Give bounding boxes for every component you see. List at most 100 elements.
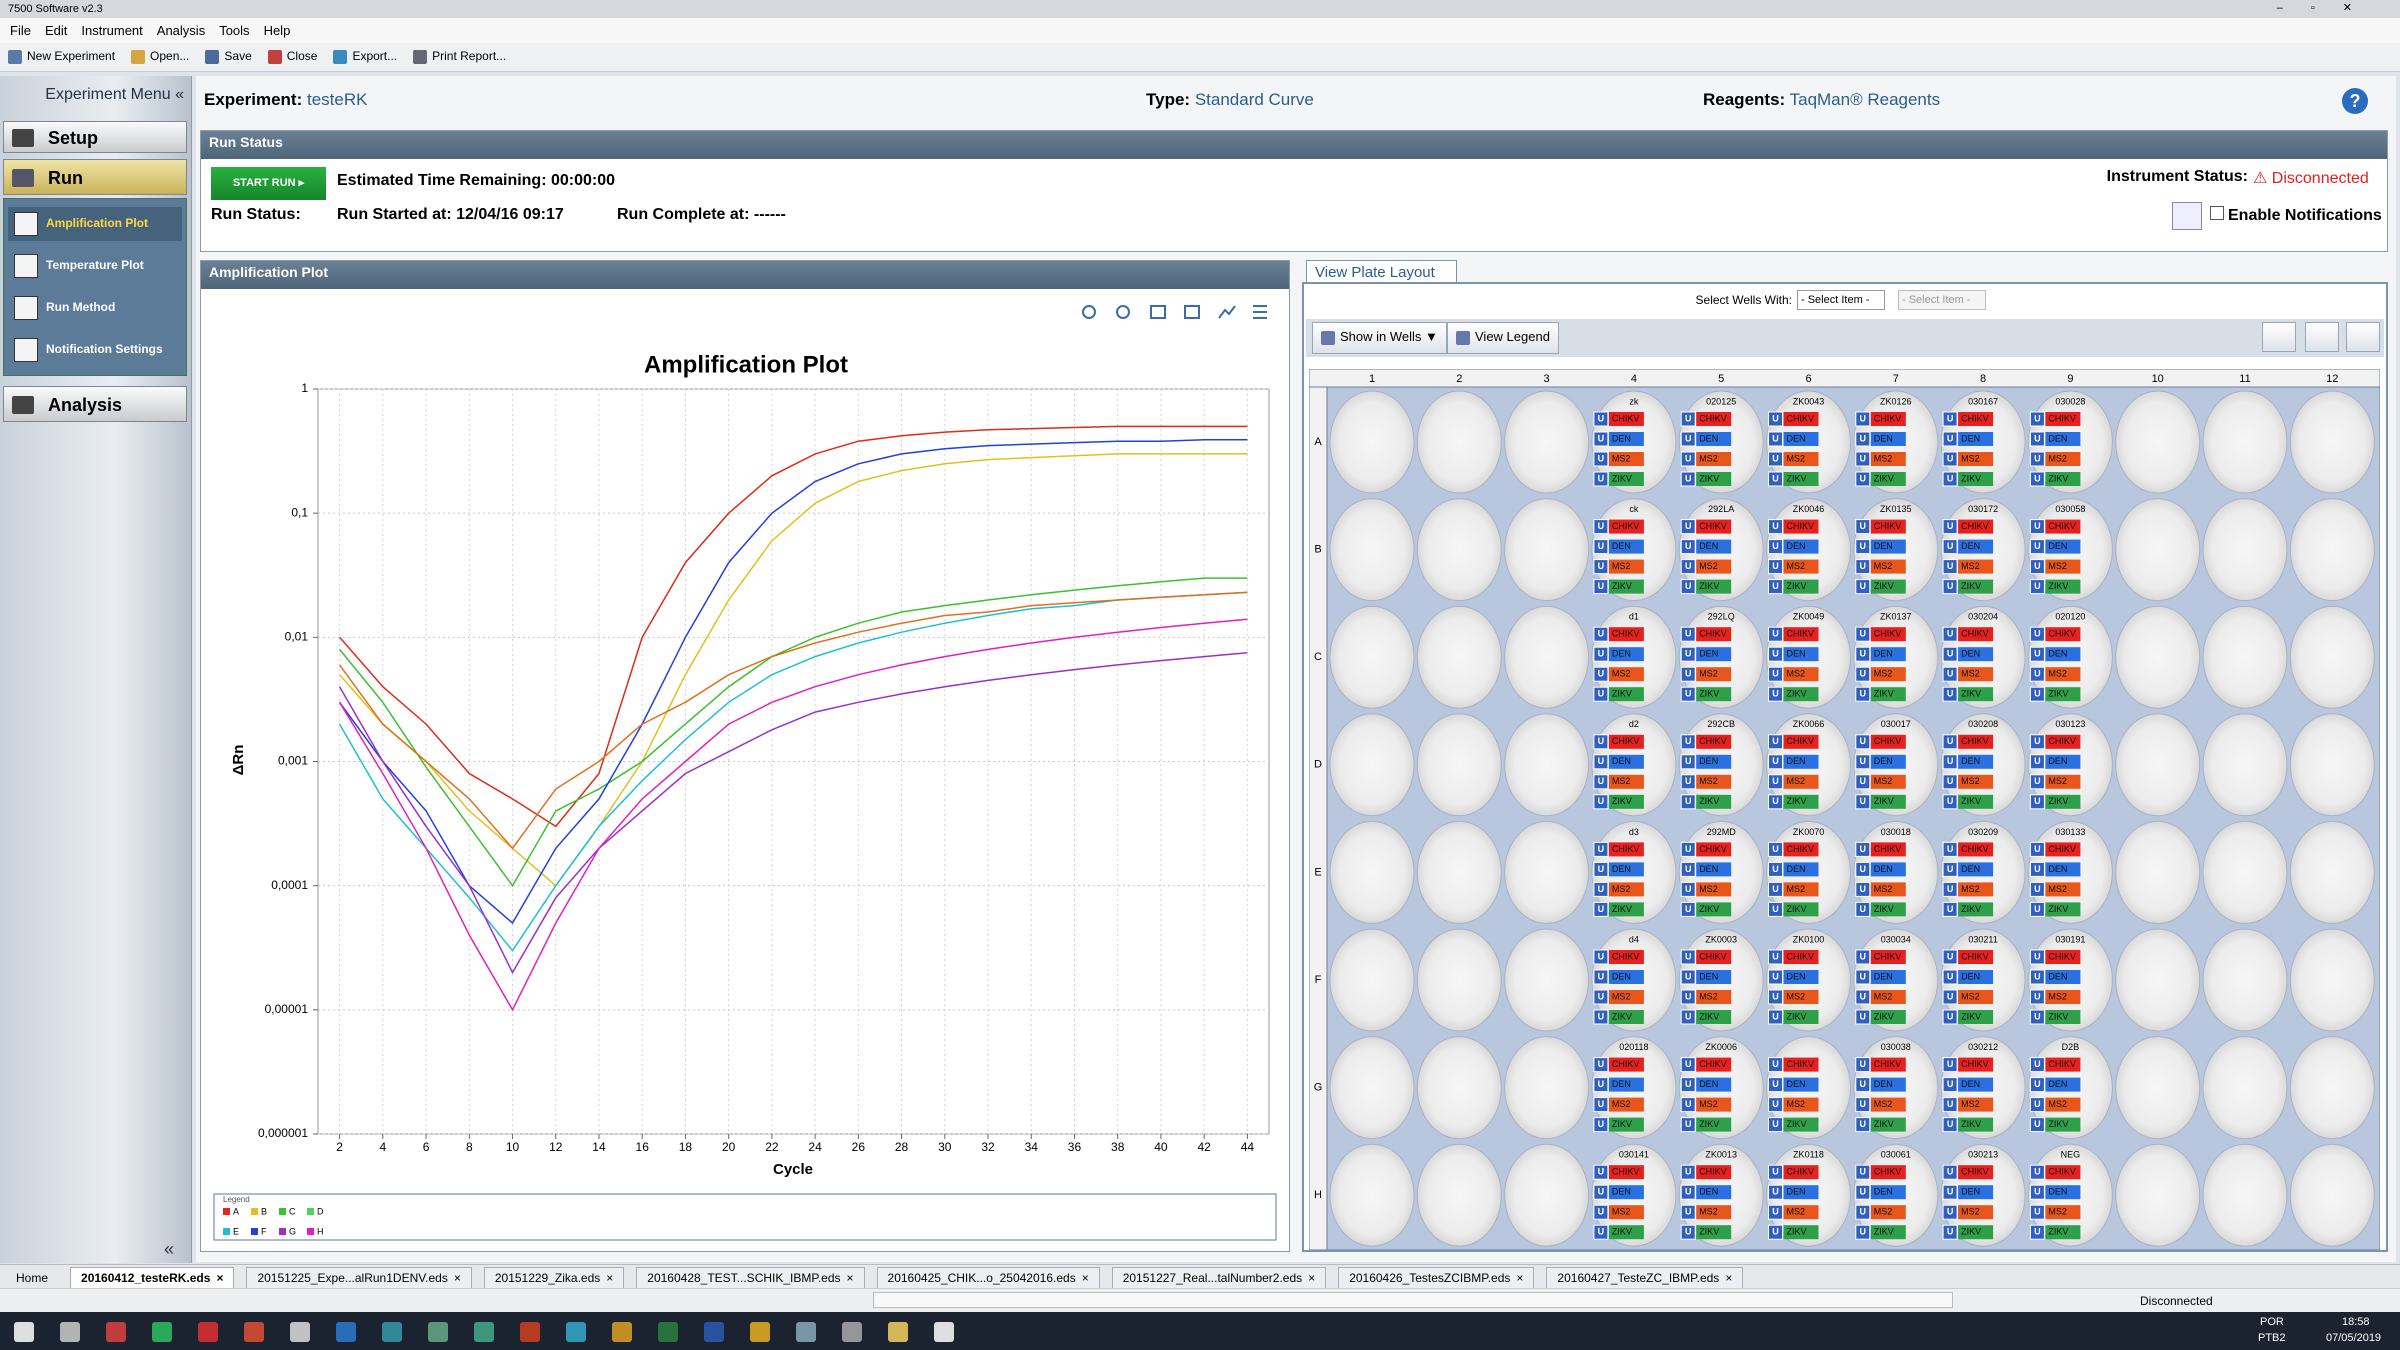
well[interactable] [2202,1036,2288,1140]
well[interactable] [2202,1143,2288,1247]
well[interactable] [2202,820,2288,924]
taskbar-icon[interactable] [336,1322,356,1342]
view-legend-button[interactable]: View Legend [1447,322,1559,354]
well[interactable] [1329,498,1415,602]
tab-close[interactable]: × [846,1271,854,1285]
taskbar-icon[interactable] [152,1322,172,1342]
notification-icon[interactable] [2172,202,2202,230]
setup-button[interactable]: Setup [3,121,187,153]
tab-close[interactable]: × [1308,1271,1316,1285]
well[interactable] [2115,713,2201,817]
select-dropdown[interactable]: - Select Item - [1797,290,1885,310]
taskbar-icon[interactable] [198,1322,218,1342]
taskbar-icon[interactable] [60,1322,80,1342]
taskbar-icon[interactable] [934,1322,954,1342]
toolbar-button[interactable]: Save [205,49,252,65]
menu-item[interactable]: Analysis [156,23,206,38]
well[interactable] [1416,1143,1502,1247]
document-tab[interactable]: Home [6,1268,58,1288]
zoom-in-icon[interactable] [1082,305,1096,319]
keyboard[interactable]: PTB2 [2258,1332,2286,1344]
well[interactable] [1329,928,1415,1032]
taskbar-icon[interactable] [520,1322,540,1342]
well[interactable] [2289,390,2375,494]
tab-close[interactable]: × [453,1271,461,1285]
well[interactable] [2202,928,2288,1032]
taskbar-icon[interactable] [658,1322,678,1342]
show-in-wells-button[interactable]: Show in Wells ▼ [1312,322,1447,354]
document-tab[interactable]: 20160427_TesteZC_IBMP.eds × [1546,1267,1744,1289]
tab-close[interactable]: × [606,1271,614,1285]
document-tab[interactable]: 20160426_TestesZCIBMP.eds × [1338,1267,1535,1289]
well[interactable] [2289,820,2375,924]
collapse-icon[interactable]: « [164,1239,175,1259]
well[interactable] [1416,928,1502,1032]
well[interactable] [2289,1036,2375,1140]
well[interactable] [1504,1036,1590,1140]
well[interactable] [2115,605,2201,709]
well[interactable] [2115,928,2201,1032]
taskbar-icon[interactable] [106,1322,126,1342]
well[interactable] [1329,1036,1415,1140]
well[interactable] [1329,605,1415,709]
well[interactable] [2289,1143,2375,1247]
tab-close[interactable]: × [216,1271,224,1285]
print-icon[interactable] [1150,305,1166,319]
well[interactable] [1329,820,1415,924]
menu-item[interactable]: Edit [44,23,68,38]
well[interactable] [2289,928,2375,1032]
notifications-option[interactable]: Enable Notifications [2210,206,2382,225]
save-icon[interactable] [1184,305,1200,319]
window-controls[interactable]: –▫✕ [2276,2,2380,14]
taskbar-icon[interactable] [612,1322,632,1342]
view-icon[interactable] [2305,322,2339,352]
taskbar-icon[interactable] [14,1322,34,1342]
clock-time[interactable]: 18:58 [2342,1316,2370,1328]
well[interactable] [1504,390,1590,494]
well[interactable] [2115,1036,2201,1140]
taskbar-icon[interactable] [750,1322,770,1342]
taskbar-icon[interactable] [842,1322,862,1342]
run-button[interactable]: Run [3,159,187,195]
tab-close[interactable]: × [1081,1271,1089,1285]
well[interactable] [1416,1036,1502,1140]
document-tab[interactable]: 20160428_TEST...SCHIK_IBMP.eds × [636,1267,865,1289]
taskbar-icon[interactable] [244,1322,264,1342]
document-tab[interactable]: 20160425_CHIK...o_25042016.eds × [876,1267,1100,1289]
well[interactable] [1416,820,1502,924]
clock-date[interactable]: 07/05/2019 [2326,1332,2382,1344]
tab-close[interactable]: × [1725,1271,1733,1285]
well[interactable] [2289,498,2375,602]
document-tab[interactable]: 20151227_Real...talNumber2.eds × [1111,1267,1327,1289]
run-menu-item[interactable]: Run Method [8,291,182,325]
zoom-out-icon[interactable] [1116,305,1130,319]
well[interactable] [2115,820,2201,924]
well[interactable] [1416,498,1502,602]
taskbar-icon[interactable] [382,1322,402,1342]
menu-item[interactable]: Tools [219,23,250,38]
well[interactable] [2202,713,2288,817]
run-menu-item[interactable]: Amplification Plot [8,207,182,241]
document-tab[interactable]: 20160412_testeRK.eds × [70,1267,235,1289]
well[interactable] [2202,498,2288,602]
menu-item[interactable]: File [10,23,31,38]
well[interactable] [2202,390,2288,494]
well[interactable] [1504,713,1590,817]
toolbar-button[interactable]: Open... [131,49,189,65]
plate-tab[interactable]: View Plate Layout [1306,260,1457,283]
run-menu-item[interactable]: Notification Settings [8,333,182,367]
menu-item[interactable]: Help [263,23,291,38]
well[interactable] [2202,605,2288,709]
well[interactable] [2115,498,2201,602]
document-tab[interactable]: 20151225_Expe...alRun1DENV.eds × [246,1267,472,1289]
taskbar-icon[interactable] [474,1322,494,1342]
start-run-button[interactable]: START RUN ▸ [211,167,326,200]
checkbox[interactable] [2210,206,2224,220]
well[interactable] [1504,498,1590,602]
well[interactable] [1329,713,1415,817]
view-icon[interactable] [2262,322,2296,352]
document-tab[interactable]: 20151229_Zika.eds × [483,1267,625,1289]
run-menu-item[interactable]: Temperature Plot [8,249,182,283]
well[interactable] [1504,605,1590,709]
taskbar-icon[interactable] [428,1322,448,1342]
